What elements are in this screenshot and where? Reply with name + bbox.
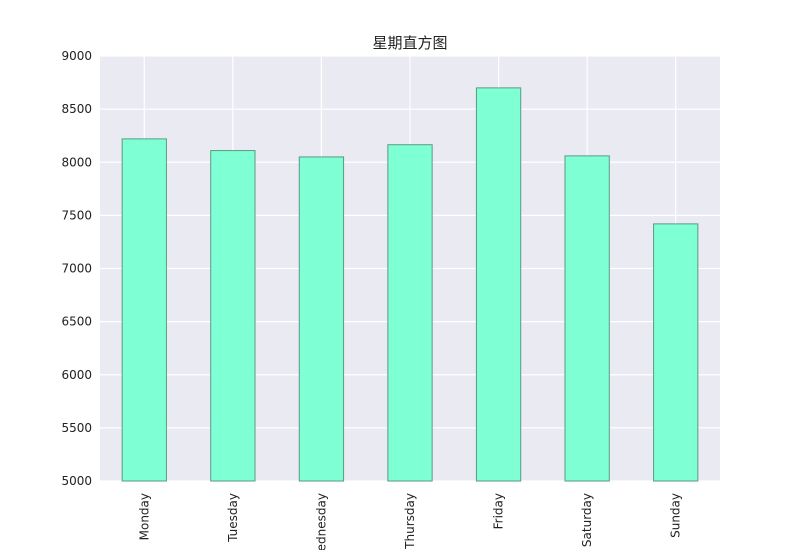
bar-wednesday bbox=[298, 156, 345, 482]
x-tick-label: Thursday bbox=[403, 493, 417, 550]
x-tick-label: Tuesday bbox=[226, 493, 240, 543]
x-tick-label: Saturday bbox=[580, 493, 594, 547]
bar-monday bbox=[121, 138, 167, 482]
y-tick-label: 5000 bbox=[61, 474, 92, 488]
y-axis-tick-labels: 5000 5500 6000 6500 7000 7500 8000 8500 9000 bbox=[61, 49, 92, 488]
bar-tuesday bbox=[210, 150, 256, 482]
x-axis-tick-labels: Monday Tuesday Wednesday Thursday Friday Satu… bbox=[137, 493, 683, 554]
bars bbox=[121, 87, 699, 482]
bar-sunday bbox=[653, 223, 699, 482]
chart-title: 星期直方图 bbox=[372, 34, 447, 52]
x-tick-label: Monday bbox=[137, 493, 151, 540]
y-tick-label: 8500 bbox=[61, 102, 92, 116]
y-tick-label: 5500 bbox=[61, 421, 92, 435]
bar-saturday bbox=[564, 155, 610, 482]
x-tick-label: Sunday bbox=[669, 493, 683, 538]
bar-friday bbox=[475, 87, 522, 482]
y-tick-label: 7500 bbox=[61, 208, 92, 222]
y-tick-label: 6000 bbox=[61, 368, 92, 382]
x-tick-label: Wednesday bbox=[314, 493, 328, 550]
y-tick-label: 8000 bbox=[61, 155, 92, 169]
x-tick-label: Friday bbox=[492, 493, 506, 529]
y-tick-label: 9000 bbox=[61, 49, 92, 63]
y-tick-label: 7000 bbox=[61, 262, 92, 276]
bar-thursday bbox=[387, 144, 433, 482]
y-tick-label: 6500 bbox=[61, 315, 92, 329]
